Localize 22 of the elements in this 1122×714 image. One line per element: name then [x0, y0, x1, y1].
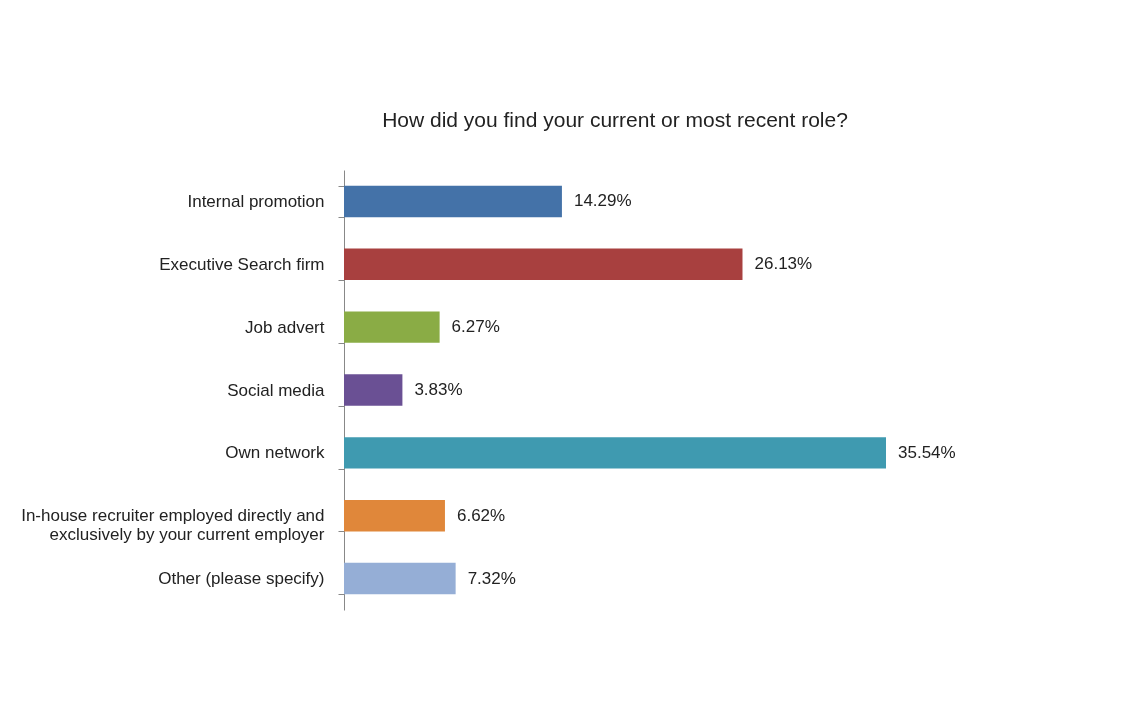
- data-label: 26.13%: [754, 254, 813, 274]
- data-label: 3.83%: [414, 380, 463, 399]
- y-tick-label: Social media: [227, 380, 326, 400]
- data-label: 6.27%: [451, 317, 500, 337]
- y-tick-label: Own network: [225, 443, 325, 463]
- data-label: 14.29%: [573, 191, 632, 211]
- bar: [344, 562, 456, 595]
- bar: [344, 437, 886, 469]
- y-tick-label: Internal promotion: [187, 191, 325, 211]
- bar: [344, 311, 440, 343]
- chart-title: How did you find your current or most recent role?: [382, 108, 848, 131]
- data-label: 6.62%: [456, 505, 506, 525]
- data-label: 35.54%: [898, 442, 956, 462]
- y-tick-label: In-house recruiter employed directly and exclusively by your current employer: [21, 506, 325, 545]
- bar: [344, 374, 403, 406]
- bar: [344, 185, 562, 218]
- bar: [344, 248, 743, 280]
- bar: [344, 500, 445, 532]
- y-tick-label: Executive Search firm: [159, 254, 325, 274]
- y-tick-label: Other (please specify): [158, 569, 325, 589]
- y-tick-label: Job advert: [245, 317, 325, 337]
- data-label: 7.32%: [467, 568, 516, 588]
